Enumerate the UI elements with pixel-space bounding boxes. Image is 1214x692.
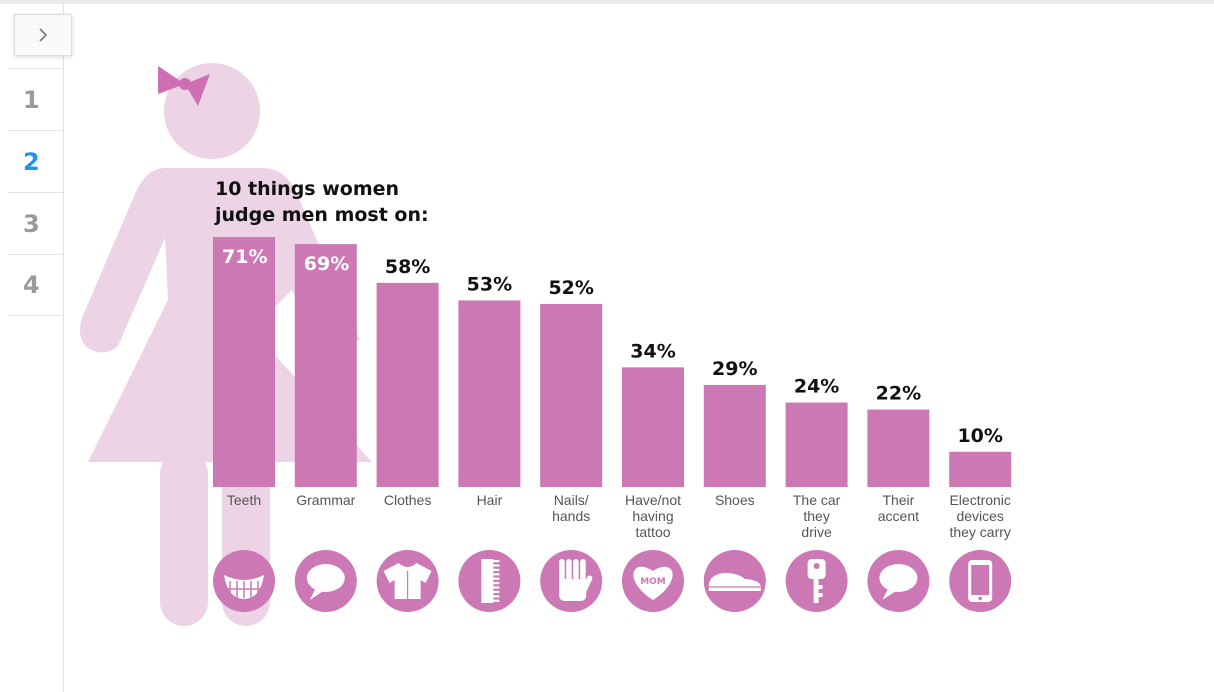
sidebar-toggle-button[interactable] bbox=[14, 14, 72, 56]
value-label-1: 71% bbox=[222, 246, 267, 268]
mom-heart-tattoo-icon: MOM bbox=[622, 550, 684, 612]
tattoo-text: MOM bbox=[640, 577, 666, 587]
bar-8 bbox=[785, 402, 848, 487]
teeth-icon bbox=[213, 550, 275, 612]
value-label-7: 29% bbox=[712, 358, 757, 380]
bar-3 bbox=[376, 282, 439, 487]
value-label-9: 22% bbox=[876, 383, 921, 405]
bar-5 bbox=[540, 303, 603, 487]
value-label-4: 53% bbox=[467, 273, 512, 295]
value-label-5: 52% bbox=[548, 277, 593, 299]
category-label-3: Clothes bbox=[384, 492, 431, 508]
category-label-5: Nails/hands bbox=[552, 492, 590, 524]
nav-item-2[interactable]: 2 bbox=[8, 130, 63, 192]
nav-item-4[interactable]: 4 bbox=[8, 254, 63, 316]
value-label-8: 24% bbox=[794, 376, 839, 398]
category-label-9: Their accent bbox=[878, 492, 919, 524]
value-label-10: 10% bbox=[957, 425, 1002, 447]
bar-1 bbox=[213, 237, 275, 487]
phone-icon bbox=[949, 550, 1012, 612]
car-key-icon bbox=[785, 550, 848, 612]
speech-bubble-icon bbox=[294, 550, 357, 612]
chevron-right-icon bbox=[39, 28, 48, 42]
chart-title-line-1: 10 things women bbox=[215, 178, 399, 200]
category-label-1: Teeth bbox=[227, 492, 261, 508]
category-label-8: The car they drive bbox=[793, 492, 841, 540]
value-label-3: 58% bbox=[385, 256, 430, 278]
comb-icon bbox=[458, 550, 521, 612]
bar-2 bbox=[294, 244, 357, 487]
bar-9 bbox=[867, 409, 930, 487]
category-label-6: Have/not having tattoo bbox=[625, 492, 681, 540]
bar-6 bbox=[622, 367, 684, 487]
nav-item-1[interactable]: 1 bbox=[8, 68, 63, 130]
shirt-icon bbox=[376, 550, 439, 612]
shoe-icon bbox=[703, 550, 766, 612]
category-label-4: Hair bbox=[477, 492, 503, 508]
bar-10 bbox=[949, 451, 1012, 487]
category-label-7: Shoes bbox=[715, 492, 755, 508]
hand-icon bbox=[540, 550, 603, 612]
category-label-10: Electronic devices they carry bbox=[949, 492, 1010, 540]
top-border bbox=[0, 0, 1214, 4]
slide-nav: 1 2 3 4 bbox=[8, 68, 63, 316]
bow-icon bbox=[158, 66, 210, 106]
icons-group: MOM bbox=[213, 550, 1012, 612]
chart-title-line-2: judge men most on: bbox=[214, 204, 429, 226]
value-label-6: 34% bbox=[630, 340, 675, 362]
category-label-2: Grammar bbox=[296, 492, 355, 508]
value-labels-group: 71% 69% 58% 53% 52% 34% 29% 24% 22% 10% bbox=[222, 246, 1003, 447]
sidebar bbox=[8, 4, 64, 692]
category-labels-group: Teeth Grammar Clothes Hair Nails/hands Have/n… bbox=[227, 492, 1011, 540]
bar-7 bbox=[703, 384, 766, 487]
value-label-2: 69% bbox=[304, 253, 349, 275]
bar-4 bbox=[458, 300, 521, 487]
speech-bubble-icon bbox=[867, 550, 930, 612]
bars-group bbox=[213, 237, 1012, 487]
nav-item-3[interactable]: 3 bbox=[8, 192, 63, 254]
